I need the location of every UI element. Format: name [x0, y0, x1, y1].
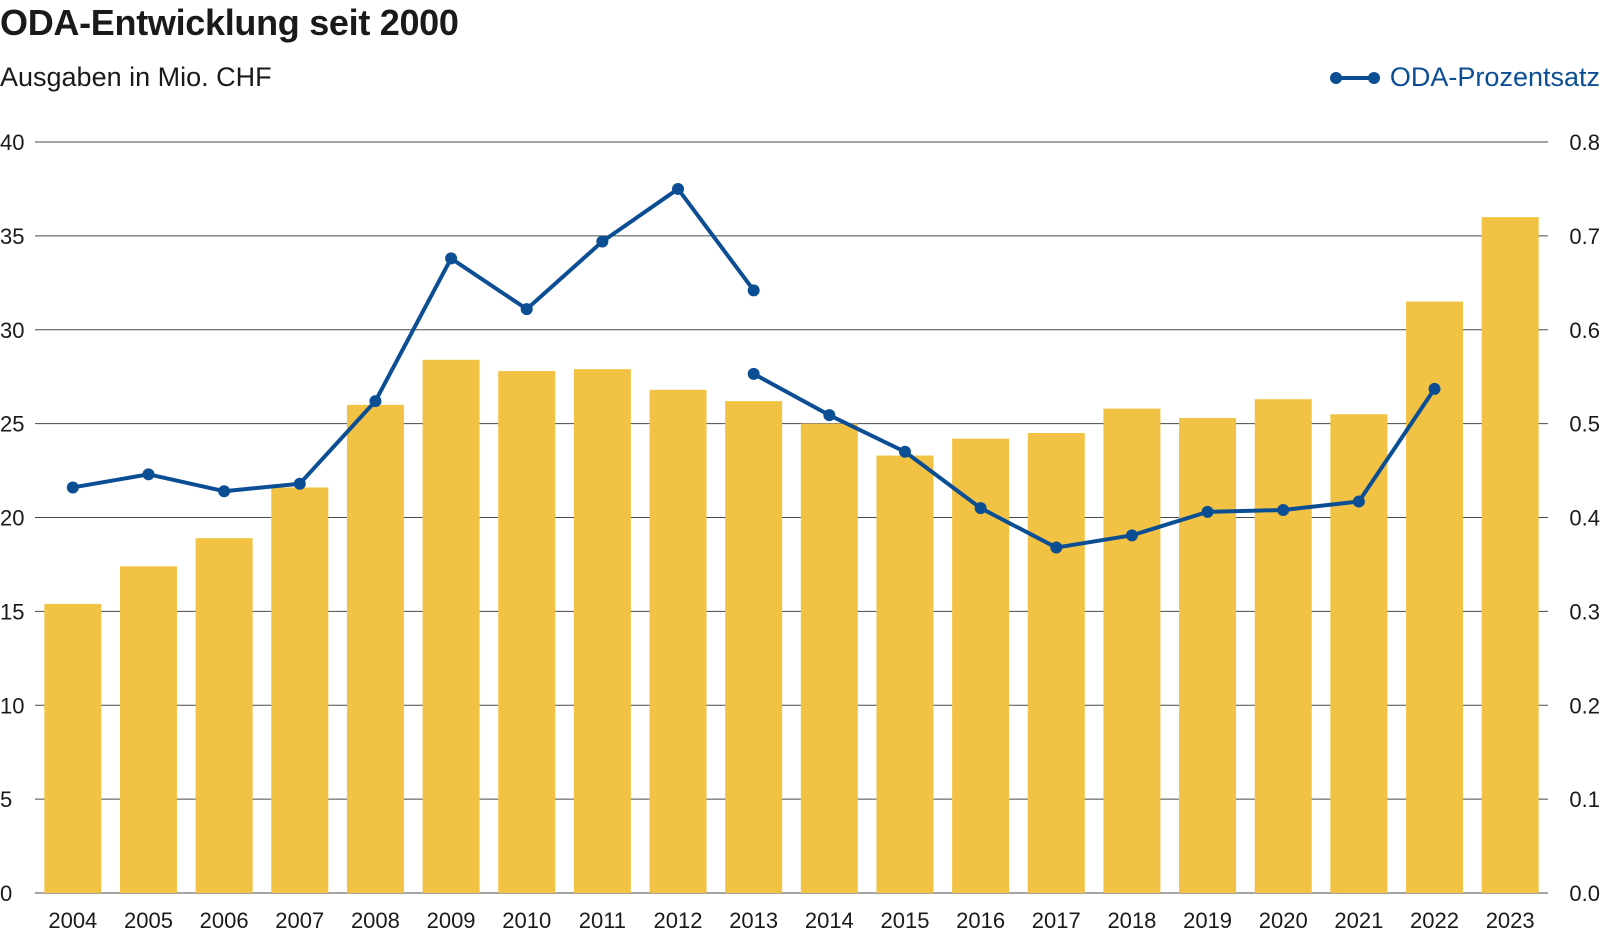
bar	[573, 369, 631, 893]
x-tick-label: 2011	[579, 908, 626, 933]
bar	[1027, 433, 1085, 893]
y-left-tick-label: 25	[0, 412, 24, 437]
x-tick-label: 2004	[48, 908, 97, 933]
y-left-tick-label: 40	[0, 130, 24, 155]
x-tick-label: 2006	[200, 908, 249, 933]
y-right-tick-label: 0.8	[1569, 130, 1600, 155]
series-line	[752, 372, 1437, 550]
y-left-tick-label: 0	[0, 881, 12, 906]
line-layer	[66, 182, 1441, 554]
x-tick-label: 2010	[502, 908, 551, 933]
line-point	[369, 395, 382, 408]
y-left-tick-label: 35	[0, 224, 24, 249]
x-tick-label: 2016	[956, 908, 1005, 933]
bar	[1179, 417, 1237, 893]
line-point	[747, 367, 760, 380]
bar	[195, 538, 253, 893]
bar	[498, 371, 556, 893]
bar	[1406, 301, 1464, 893]
line-point	[974, 502, 987, 515]
line-point	[1125, 529, 1138, 542]
bar	[271, 487, 329, 893]
y-left-tick-label: 20	[0, 506, 24, 531]
bar	[876, 455, 934, 893]
bar	[952, 438, 1010, 893]
bar	[119, 566, 177, 893]
line-point	[1050, 541, 1063, 554]
y-left-tick-label: 15	[0, 599, 24, 624]
bar	[800, 423, 858, 893]
y-left-tick-label: 30	[0, 318, 24, 343]
y-right-tick-label: 0.6	[1569, 318, 1600, 343]
chart-title: ODA-Entwicklung seit 2000	[0, 2, 459, 43]
chart-subtitle: Ausgaben in Mio. CHF	[0, 62, 272, 92]
x-tick-label: 2009	[427, 908, 476, 933]
line-point	[596, 235, 609, 248]
line-point	[142, 468, 155, 481]
y-left-tick-label: 5	[0, 787, 12, 812]
axis-layer: 0 5 10 15 20 25 30 35 40 0.0 0.1 0.2 0.3 0.4 0.5 0.6 0.7…	[0, 130, 1600, 933]
y-left-tick-label: 10	[0, 693, 24, 718]
legend-label: ODA-Prozentsatz	[1389, 62, 1600, 92]
bar	[725, 401, 783, 893]
legend: ODA-Prozentsatz	[1328, 62, 1600, 93]
x-tick-label: 2015	[880, 908, 929, 933]
line-point	[1352, 495, 1365, 508]
x-tick-label: 2020	[1259, 908, 1308, 933]
line-point	[823, 409, 836, 422]
line-point	[445, 252, 458, 265]
bar	[346, 404, 404, 893]
x-tick-label: 2013	[729, 908, 778, 933]
bar-layer	[44, 217, 1539, 894]
line-point	[672, 182, 685, 195]
y-right-tick-label: 0.3	[1569, 599, 1600, 624]
line-point	[1428, 382, 1441, 395]
legend-line-marker-icon	[1329, 71, 1380, 84]
line-point	[1201, 505, 1214, 518]
y-right-tick-label: 0.5	[1569, 412, 1600, 437]
y-right-tick-label: 0.4	[1569, 506, 1600, 531]
line-point	[293, 477, 306, 490]
x-tick-label: 2005	[124, 908, 173, 933]
line-point	[218, 485, 231, 498]
bar	[422, 359, 480, 893]
line-point	[66, 481, 79, 494]
y-right-tick-label: 0.2	[1569, 693, 1600, 718]
series-line	[72, 186, 756, 494]
x-tick-label: 2019	[1183, 908, 1232, 933]
bar	[1481, 217, 1539, 894]
y-right-tick-label: 0.1	[1569, 787, 1600, 812]
x-tick-label: 2021	[1334, 908, 1383, 933]
y-right-tick-label: 0.7	[1569, 224, 1600, 249]
line-point	[1277, 503, 1290, 516]
line-point	[898, 445, 911, 458]
line-point	[520, 303, 533, 316]
grid-layer	[35, 141, 1548, 894]
x-tick-label: 2014	[805, 908, 854, 933]
bar	[44, 603, 102, 893]
bar	[1103, 408, 1161, 893]
x-tick-label: 2008	[351, 908, 400, 933]
x-tick-label: 2012	[654, 908, 703, 933]
x-tick-label: 2007	[275, 908, 324, 933]
bar	[1254, 399, 1312, 893]
line-point	[747, 284, 760, 297]
y-right-tick-label: 0.0	[1569, 881, 1600, 906]
x-tick-label: 2017	[1032, 908, 1081, 933]
x-tick-label: 2023	[1486, 908, 1535, 933]
x-tick-label: 2022	[1410, 908, 1459, 933]
bar	[1330, 414, 1388, 893]
bar	[649, 389, 707, 893]
x-tick-label: 2018	[1107, 908, 1156, 933]
